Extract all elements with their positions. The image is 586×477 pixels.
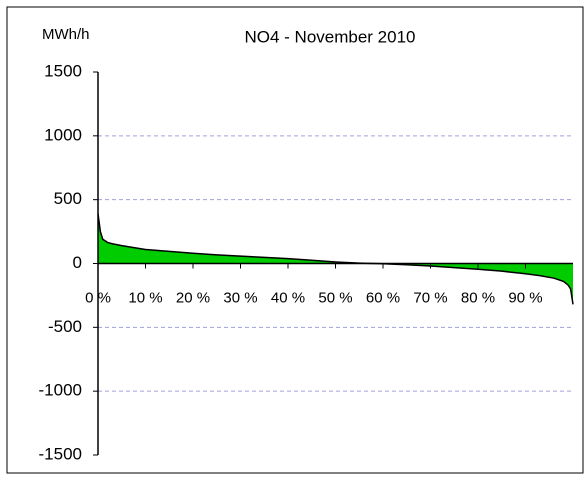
x-tick-label: 10 % (128, 289, 162, 306)
y-tick-label: 500 (54, 189, 82, 208)
chart-frame (6, 6, 584, 474)
y-tick-label: -1000 (39, 381, 82, 400)
y-axis-label: MWh/h (42, 26, 90, 43)
x-tick-label: 0 % (85, 289, 111, 306)
x-tick-label: 80 % (461, 289, 495, 306)
x-tick-label: 70 % (413, 289, 447, 306)
area-line (97, 213, 574, 305)
x-tick-label: 30 % (223, 289, 257, 306)
y-tick-label: 1500 (44, 61, 82, 80)
x-tick-label: 60 % (366, 289, 400, 306)
y-tick-label: -500 (48, 317, 82, 336)
y-tick-label: 0 (73, 253, 82, 272)
y-tick-label: -1500 (39, 444, 82, 463)
y-tick-label: 1000 (44, 125, 82, 144)
area-fill (98, 213, 573, 305)
chart-title: NO4 - November 2010 (244, 27, 415, 46)
x-tick-label: 40 % (271, 289, 305, 306)
x-tick-label: 20 % (176, 289, 210, 306)
x-tick-label: 50 % (318, 289, 352, 306)
x-tick-label: 90 % (508, 289, 542, 306)
